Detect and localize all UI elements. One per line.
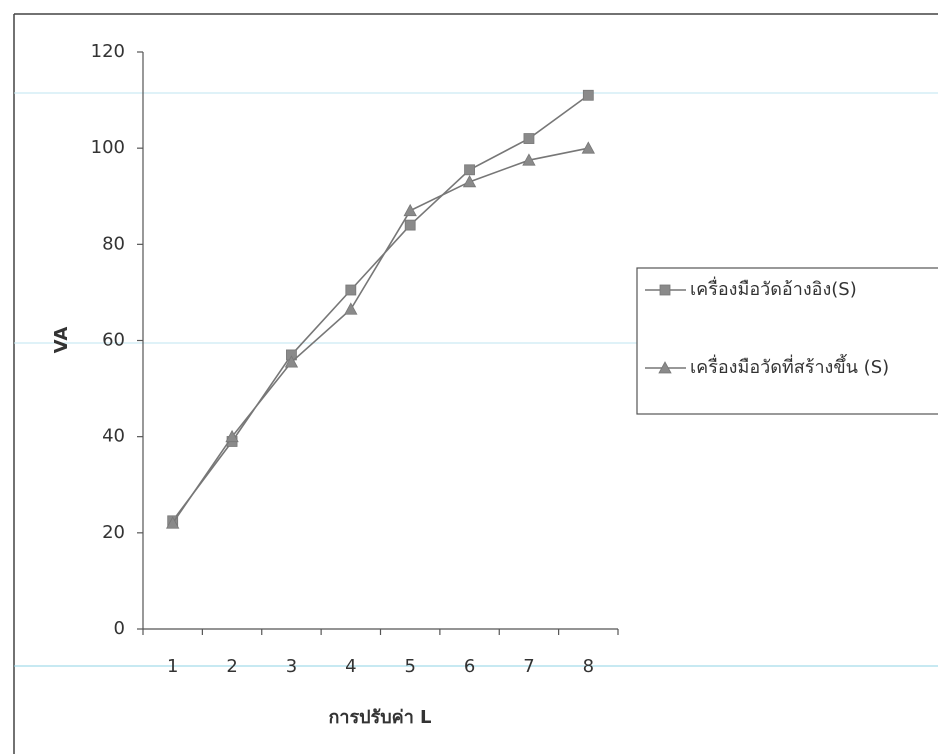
- legend-marker: [659, 284, 671, 296]
- x-tick-label: 6: [464, 656, 475, 677]
- data-point: [166, 516, 180, 529]
- legend-marker: [658, 361, 672, 374]
- data-point: [462, 174, 477, 188]
- y-axis-label: VA: [51, 327, 72, 354]
- x-tick-label: 1: [167, 656, 178, 677]
- y-tick-label: 0: [114, 618, 125, 639]
- series-line: [172, 147, 589, 524]
- x-tick-label: 2: [226, 656, 237, 677]
- data-point: [344, 302, 358, 315]
- data-point: [404, 219, 416, 231]
- legend-box: [636, 267, 938, 415]
- data-point: [284, 355, 299, 368]
- data-point: [464, 164, 475, 176]
- y-tick-label: 60: [102, 330, 125, 351]
- data-point: [581, 141, 595, 154]
- series-line: [172, 94, 589, 522]
- x-tick-label: 5: [404, 656, 415, 677]
- x-tick-label: 3: [286, 656, 297, 677]
- legend-label: เครื่องมือวัดที่สร้างขึ้น (S): [690, 357, 890, 378]
- data-point: [403, 203, 417, 217]
- data-point: [523, 133, 535, 144]
- y-tick-label: 120: [91, 41, 125, 62]
- y-tick-label: 100: [91, 137, 125, 158]
- x-tick-label: 8: [583, 656, 594, 677]
- x-tick-label: 4: [345, 656, 356, 677]
- data-point: [225, 429, 239, 443]
- x-tick-label: 7: [523, 656, 534, 677]
- x-axis-label: การปรับค่า L: [328, 707, 431, 728]
- legend-label: เครื่องมือวัดอ้างอิง(S): [690, 279, 857, 300]
- y-tick-label: 20: [102, 522, 125, 543]
- data-point: [522, 153, 536, 166]
- y-tick-label: 40: [102, 426, 125, 447]
- data-point: [345, 284, 357, 296]
- data-point: [582, 89, 594, 101]
- y-tick-label: 80: [102, 233, 125, 254]
